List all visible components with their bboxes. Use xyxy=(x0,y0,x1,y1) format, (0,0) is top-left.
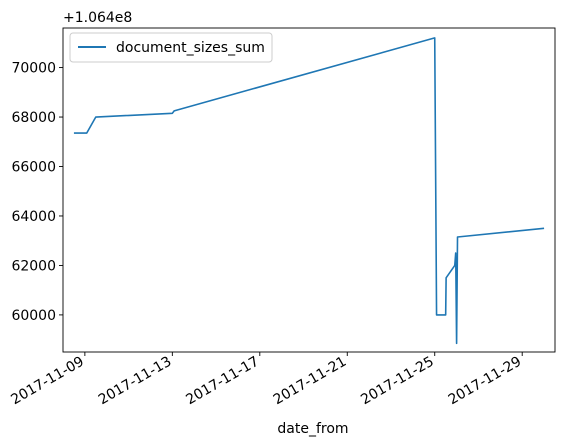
x-axis: 2017-11-09 2017-11-13 2017-11-17 2017-11-21… xyxy=(8,352,524,408)
x-axis-label: date_from xyxy=(277,421,348,437)
x-tick-label: 2017-11-21 xyxy=(271,354,349,409)
x-tick-label: 2017-11-29 xyxy=(446,354,524,409)
plot-area xyxy=(62,27,556,353)
x-tick-label: 2017-11-13 xyxy=(96,354,174,409)
plot-frame xyxy=(62,27,556,353)
legend: document_sizes_sum xyxy=(69,32,273,63)
x-tick-label: 2017-11-17 xyxy=(183,354,261,409)
x-tick-label: 2017-11-25 xyxy=(358,354,436,409)
y-tick-label: 62000 xyxy=(11,258,56,274)
legend-entry: document_sizes_sum xyxy=(116,40,265,56)
y-offset-label: +1.064e8 xyxy=(63,10,132,26)
y-tick-label: 68000 xyxy=(11,110,56,126)
y-tick-label: 60000 xyxy=(11,308,56,324)
y-tick-label: 66000 xyxy=(11,160,56,176)
y-tick-label: 64000 xyxy=(11,209,56,225)
legend-box xyxy=(69,32,273,63)
x-tick-label: 2017-11-09 xyxy=(8,354,86,409)
y-tick-label: 70000 xyxy=(11,61,56,77)
y-axis: 60000 62000 64000 66000 68000 70000 xyxy=(11,61,63,324)
series-line-document_sizes_sum xyxy=(73,37,545,345)
